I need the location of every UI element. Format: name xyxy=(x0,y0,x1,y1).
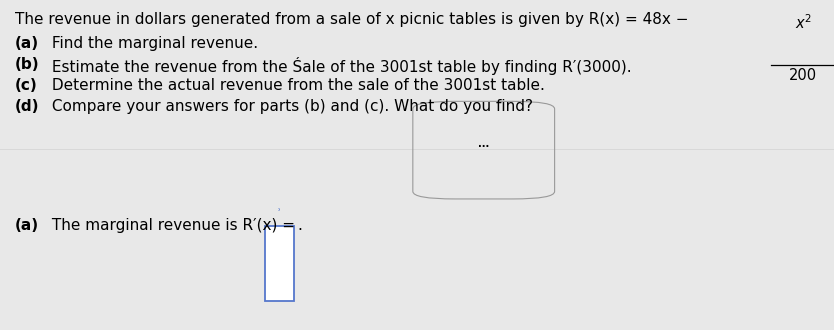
Text: (a): (a) xyxy=(15,36,39,51)
Text: (a): (a) xyxy=(15,218,39,234)
Text: ...: ... xyxy=(478,139,490,149)
Text: Find the marginal revenue.: Find the marginal revenue. xyxy=(47,36,258,51)
Text: The revenue in dollars generated from a sale of x picnic tables is given by R(x): The revenue in dollars generated from a … xyxy=(15,12,689,27)
Text: 200: 200 xyxy=(789,68,817,82)
Text: Determine the actual revenue from the sale of the 3001st table.: Determine the actual revenue from the sa… xyxy=(47,78,545,93)
FancyBboxPatch shape xyxy=(413,101,555,199)
Text: (b): (b) xyxy=(15,57,40,72)
Text: ʾ: ʾ xyxy=(278,208,281,218)
Text: (c): (c) xyxy=(15,78,38,93)
Text: .: . xyxy=(297,218,302,234)
Text: Estimate the revenue from the Śale of the 3001st table by finding R′(3000).: Estimate the revenue from the Śale of th… xyxy=(47,57,631,75)
FancyBboxPatch shape xyxy=(265,226,294,301)
Text: (d): (d) xyxy=(15,99,39,114)
Text: Compare your answers for parts (b) and (c). What do you find?: Compare your answers for parts (b) and (… xyxy=(47,99,533,114)
Text: $x^2$: $x^2$ xyxy=(795,14,811,32)
Text: The marginal revenue is R′(x) =: The marginal revenue is R′(x) = xyxy=(47,218,299,234)
